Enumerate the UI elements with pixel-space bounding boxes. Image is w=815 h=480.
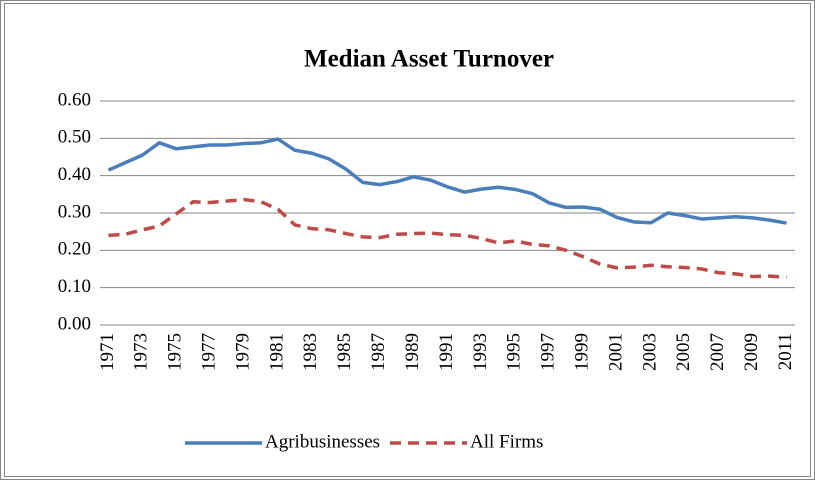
legend-label: Agribusinesses xyxy=(265,431,380,452)
x-tick-label: 2005 xyxy=(673,333,694,371)
x-tick-label: 1983 xyxy=(300,333,321,371)
x-tick-label: 1989 xyxy=(402,333,423,371)
x-tick-label: 1987 xyxy=(368,333,389,371)
x-tick-label: 2003 xyxy=(639,333,660,371)
legend-label: All Firms xyxy=(470,431,543,452)
y-tick-label: 0.40 xyxy=(58,164,91,185)
x-tick-label: 1975 xyxy=(165,333,186,371)
y-tick-label: 0.50 xyxy=(58,127,91,148)
chart-title: Median Asset Turnover xyxy=(304,46,554,73)
y-tick-label: 0.00 xyxy=(58,313,91,334)
x-tick-label: 1979 xyxy=(232,333,253,371)
y-tick-label: 0.10 xyxy=(58,276,91,297)
y-tick-label: 0.60 xyxy=(58,89,91,110)
x-tick-label: 1973 xyxy=(131,333,152,371)
x-tick-label: 2009 xyxy=(741,333,762,371)
x-tick-label: 1991 xyxy=(436,333,457,371)
x-tick-label: 1995 xyxy=(504,333,525,371)
series-line xyxy=(107,137,787,225)
chart-frame xyxy=(4,3,811,477)
x-tick-label: 1999 xyxy=(571,333,592,371)
x-tick-label: 1981 xyxy=(266,333,287,371)
x-tick-label: 1993 xyxy=(470,333,491,371)
y-tick-label: 0.20 xyxy=(58,239,91,260)
x-tick-label: 1977 xyxy=(199,333,220,371)
x-tick-label: 1985 xyxy=(334,333,355,371)
x-tick-label: 2001 xyxy=(605,333,626,371)
x-tick-label: 2011 xyxy=(775,333,796,370)
x-tick-label: 1971 xyxy=(97,333,118,371)
x-tick-label: 2007 xyxy=(707,333,728,371)
y-tick-label: 0.30 xyxy=(58,201,91,222)
x-tick-label: 1997 xyxy=(538,333,559,371)
